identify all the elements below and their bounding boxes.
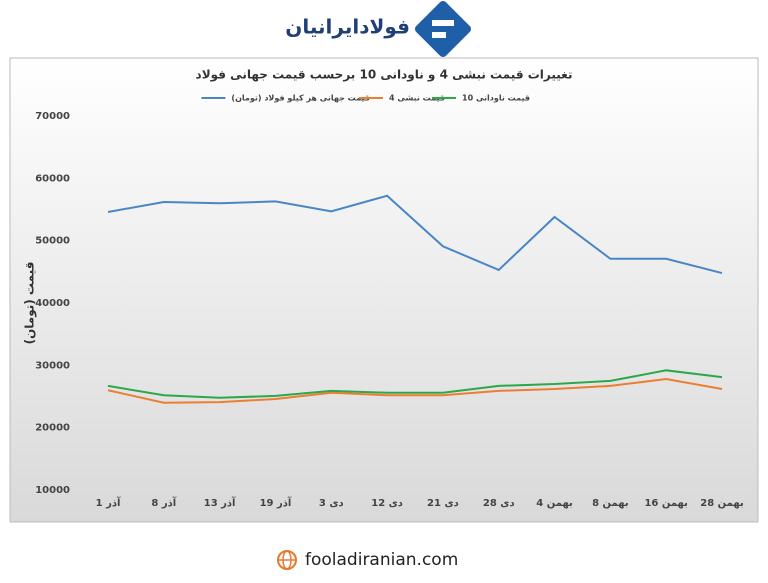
legend-label: قیمت جهانی هر کیلو فولاد (تومان) bbox=[231, 94, 370, 103]
x-tick-label: 21 دی bbox=[427, 498, 459, 509]
legend-label: قیمت نبشی 4 bbox=[389, 94, 445, 103]
x-tick-label: 16 بهمن bbox=[644, 498, 687, 509]
logo: فولادایرانیان bbox=[285, 0, 472, 58]
legend-label: قیمت ناودانی 10 bbox=[462, 94, 530, 103]
x-tick-label: 4 بهمن bbox=[536, 498, 573, 509]
logo-text: فولادایرانیان bbox=[285, 15, 410, 39]
y-tick-label: 50000 bbox=[35, 236, 70, 247]
chart-title: تغییرات قیمت نبشی 4 و ناودانی 10 برحسب ق… bbox=[196, 68, 573, 83]
logo-icon-detail bbox=[432, 20, 454, 26]
y-axis-label: قیمت (تومان) bbox=[23, 262, 38, 345]
series-line bbox=[107, 378, 723, 404]
y-tick-label: 40000 bbox=[35, 298, 70, 309]
x-tick-label: 19 آذر bbox=[260, 496, 292, 509]
x-tick-label: 3 دی bbox=[319, 498, 344, 509]
y-tick-label: 20000 bbox=[35, 423, 70, 434]
chart-area bbox=[9, 57, 759, 523]
y-tick-label: 70000 bbox=[35, 111, 70, 122]
x-tick-label: 28 دی bbox=[483, 498, 515, 509]
x-tick-label: 8 آذر bbox=[151, 496, 176, 509]
y-tick-label: 30000 bbox=[35, 360, 70, 371]
x-tick-label: 28 بهمن bbox=[700, 498, 743, 509]
series-line bbox=[107, 194, 723, 275]
logo-icon bbox=[414, 0, 472, 58]
x-tick-label: 12 دی bbox=[371, 498, 403, 509]
logo-icon-detail bbox=[432, 32, 446, 38]
x-tick-label: 13 آذر bbox=[204, 496, 236, 509]
plot: 10000 20000 30000 40000 50000 60000 70000 1 آذر… bbox=[35, 94, 744, 510]
y-tick-label: 10000 bbox=[35, 485, 70, 496]
x-tick-label: 8 بهمن bbox=[592, 498, 629, 509]
x-tick-label: 1 آذر bbox=[96, 496, 121, 509]
footer-url: fooladiranian.com bbox=[305, 550, 458, 570]
y-tick-label: 60000 bbox=[35, 173, 70, 184]
series-line bbox=[107, 369, 723, 399]
